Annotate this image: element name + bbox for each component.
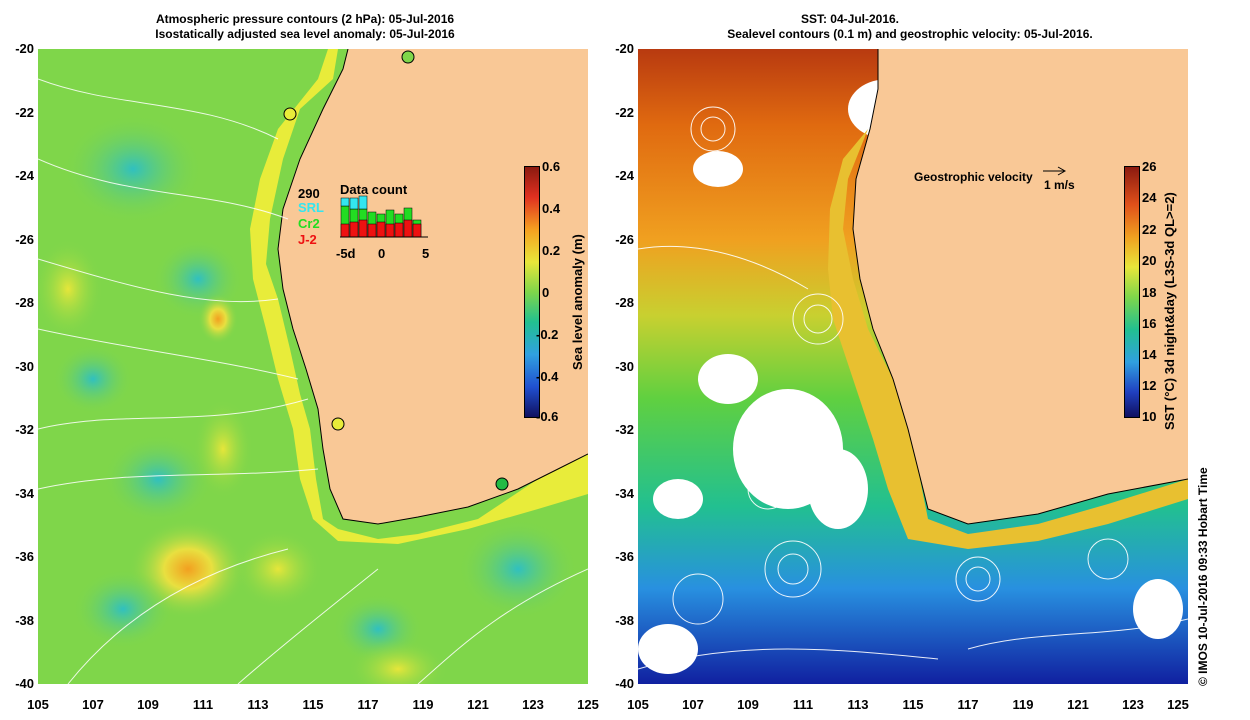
source-cr2: Cr2 [298,216,320,231]
data-count-tick-0: 0 [378,246,386,261]
source-j2: J-2 [298,232,317,247]
y-tick: -22 [615,105,634,120]
y-tick: -26 [615,232,634,247]
cb-left-tick-3: 0.2 [542,243,561,258]
y-tick: -32 [15,422,34,437]
y-tick: -22 [15,105,34,120]
y-tick: -28 [15,295,34,310]
y-tick: -30 [615,359,634,374]
data-count-tick-neg5: -5d [336,246,356,261]
x-tick: 105 [27,697,49,712]
left-title-line1: Atmospheric pressure contours (2 hPa): 0… [155,12,455,26]
credit-text: © IMOS 10-Jul-2016 09:33 Hobart Time [1196,467,1210,686]
y-tick: -20 [615,41,634,56]
data-count-title: Data count [340,182,408,197]
y-tick: -36 [15,549,34,564]
y-tick: -30 [15,359,34,374]
y-tick: -20 [15,41,34,56]
sea-level-anomaly-map [38,49,588,684]
y-tick: -34 [615,486,634,501]
x-tick: 107 [682,697,704,712]
cb-right-tick-3: 22 [1142,222,1157,237]
y-tick: -38 [15,613,34,628]
cb-right-tick-6: 16 [1142,316,1157,331]
x-tick: 123 [1122,697,1144,712]
sst-field [638,49,1188,684]
left-title-line2: Isostatically adjusted sea level anomaly… [155,27,455,41]
sst-colorbar [1124,166,1140,418]
right-title-line1: SST: 04-Jul-2016. [800,12,900,26]
x-tick: 123 [522,697,544,712]
data-count-total: 290 [298,186,320,201]
x-tick: 109 [737,697,759,712]
y-tick: -24 [15,168,34,183]
cb-left-tick-2: 0.4 [542,201,561,216]
cb-right-tick-8: 12 [1142,378,1157,393]
data-count-tick-5: 5 [422,246,430,261]
sea-level-anomaly-field [38,49,588,684]
sst-map [638,49,1188,684]
data-count-histogram [340,195,428,238]
cb-right-tick-9: 10 [1142,409,1157,424]
sst-colorbar-label: SST (°C) 3d night&day (L3S-3d QL>=2) [1162,192,1177,430]
cb-left-tick-1: 0.6 [542,159,561,174]
velocity-arrow-icon [1043,166,1067,176]
x-tick: 125 [577,697,599,712]
cb-right-tick-7: 14 [1142,347,1157,362]
cb-right-tick-2: 24 [1142,190,1157,205]
x-tick: 117 [957,697,979,712]
y-tick: -34 [15,486,34,501]
y-tick: -32 [615,422,634,437]
y-tick: -28 [615,295,634,310]
cb-right-tick-4: 20 [1142,253,1157,268]
y-tick: -40 [15,676,34,691]
x-tick: 111 [192,697,214,712]
cb-left-tick-5: -0.2 [536,327,559,342]
y-tick: -40 [615,676,634,691]
cb-right-tick-5: 18 [1142,285,1157,300]
y-tick: -36 [615,549,634,564]
velocity-legend-label: Geostrophic velocity [914,170,1033,184]
x-tick: 115 [302,697,324,712]
velocity-scale-label: 1 m/s [1044,178,1075,192]
x-tick: 121 [467,697,489,712]
y-tick: -38 [615,613,634,628]
y-tick: -26 [15,232,34,247]
cb-right-tick-1: 26 [1142,159,1157,174]
x-tick: 119 [1012,697,1034,712]
x-tick: 113 [247,697,269,712]
x-tick: 121 [1067,697,1089,712]
cb-left-tick-4: 0 [542,285,550,300]
x-tick: 115 [902,697,924,712]
x-tick: 119 [412,697,434,712]
x-tick: 117 [357,697,379,712]
right-title-line2: Sealevel contours (0.1 m) and geostrophi… [727,27,1093,41]
cb-left-tick-7: -0.6 [536,409,559,424]
source-srl: SRL [298,200,324,215]
sea-level-colorbar [524,166,540,418]
x-tick: 125 [1167,697,1189,712]
x-tick: 111 [792,697,814,712]
x-tick: 113 [847,697,869,712]
x-tick: 105 [627,697,649,712]
cb-left-tick-6: -0.4 [536,369,559,384]
x-tick: 107 [82,697,104,712]
sea-level-colorbar-label: Sea level anomaly (m) [570,234,585,370]
x-tick: 109 [137,697,159,712]
y-tick: -24 [615,168,634,183]
